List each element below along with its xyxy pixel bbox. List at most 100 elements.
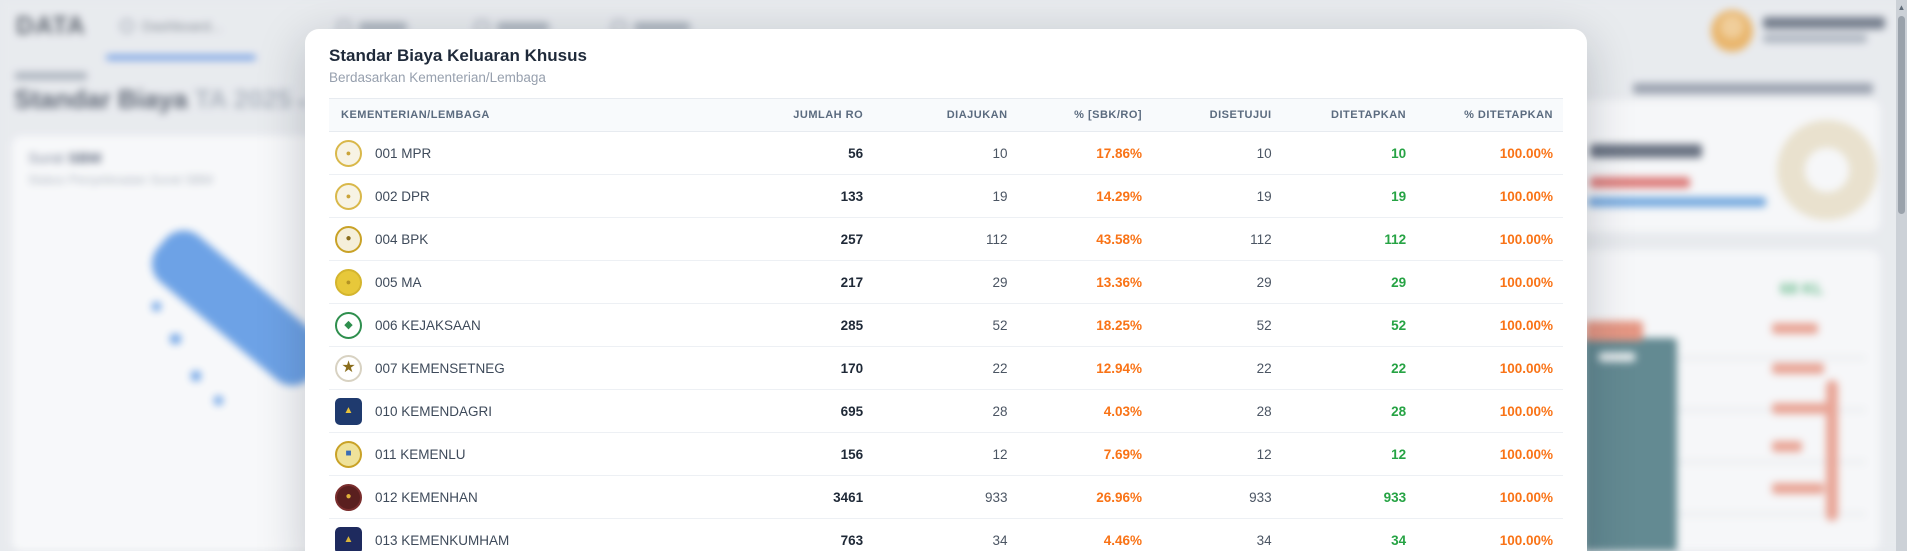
cell-kementerian: ◆ 006 KEJAKSAAN <box>329 303 749 347</box>
cell-pct-ditetapkan: 100.00% <box>1416 346 1563 390</box>
dashboard-icon <box>120 19 134 33</box>
column-header: DITETAPKAN <box>1281 98 1417 132</box>
table-row: ◆ 006 KEJAKSAAN 285 52 18.25% 52 52 100.… <box>329 303 1563 347</box>
cell-kementerian: ● 012 KEMENHAN <box>329 475 749 519</box>
column-header: DIAJUKAN <box>873 98 1018 132</box>
table-row: ● 004 BPK 257 112 43.58% 112 112 100.00% <box>329 217 1563 261</box>
cell-pct-ditetapkan: 100.00% <box>1416 475 1563 519</box>
chevron-down-icon[interactable]: ▾ <box>298 95 306 111</box>
cell-jumlah-ro: 695 <box>748 389 874 433</box>
cell-disetujui: 933 <box>1152 475 1282 519</box>
kl-logo-icon: ● <box>335 182 362 210</box>
cell-disetujui: 52 <box>1152 303 1282 347</box>
chart-gridline <box>1595 409 1865 411</box>
cell-ditetapkan: 22 <box>1281 346 1417 390</box>
nav-item-4-label <box>634 21 690 33</box>
active-tab-indicator <box>106 55 256 60</box>
nav-dashboard-label: Dashboard... <box>142 18 223 34</box>
table-row: ▲ 010 KEMENDAGRI 695 28 4.03% 28 28 100.… <box>329 389 1563 433</box>
cell-pct-sbk-ro: 4.46% <box>1017 518 1153 551</box>
cell-pct-ditetapkan: 100.00% <box>1416 174 1563 218</box>
surat-sbm-card-subtitle: Status Penyelesaian Surat SBM <box>28 172 213 187</box>
cell-kementerian: ● 004 BPK <box>329 217 749 261</box>
cell-diajukan: 52 <box>873 303 1018 347</box>
cell-pct-sbk-ro: 13.36% <box>1017 260 1153 304</box>
cell-kementerian: ● 005 MA <box>329 260 749 304</box>
chart-axis-label <box>1772 441 1802 452</box>
cell-kementerian: ● 002 DPR <box>329 174 749 218</box>
cell-ditetapkan: 12 <box>1281 432 1417 476</box>
donut-graphic <box>1777 120 1877 220</box>
kelengkapan-link-text[interactable] <box>1588 197 1766 207</box>
cell-diajukan: 12 <box>873 432 1018 476</box>
chart-bar <box>1583 338 1677 551</box>
page-scrollbar[interactable]: ▲ <box>1896 0 1907 551</box>
page-title: Standar Biaya TA 2025 ▾ <box>14 84 306 115</box>
chart-bar-label <box>1585 321 1643 341</box>
cell-pct-ditetapkan: 100.00% <box>1416 432 1563 476</box>
table-row: ▲ 013 KEMENKUMHAM 763 34 4.46% 34 34 100… <box>329 518 1563 551</box>
table-row: ● 005 MA 217 29 13.36% 29 29 100.00% <box>329 260 1563 304</box>
map-island-dot <box>170 334 181 344</box>
cell-pct-sbk-ro: 17.86% <box>1017 131 1153 175</box>
cell-kementerian: ■ 011 KEMENLU <box>329 432 749 476</box>
cell-diajukan: 22 <box>873 346 1018 390</box>
nav-item-3-label <box>497 21 549 33</box>
table-row: ● 012 KEMENHAN 3461 933 26.96% 933 933 1… <box>329 475 1563 519</box>
table-body: ● 001 MPR 56 10 17.86% 10 10 100.00% ● 0… <box>329 131 1563 551</box>
cell-ditetapkan: 28 <box>1281 389 1417 433</box>
kl-name: 013 KEMENKUMHAM <box>375 532 510 548</box>
card-title-bold: SBM <box>68 150 102 167</box>
chart-gridline <box>1595 357 1865 359</box>
kl-name: 010 KEMENDAGRI <box>375 403 493 419</box>
user-name-text <box>1763 17 1885 29</box>
cell-jumlah-ro: 3461 <box>748 475 874 519</box>
sbk-modal: Standar Biaya Keluaran Khusus Berdasarka… <box>305 29 1587 551</box>
cell-pct-sbk-ro: 7.69% <box>1017 432 1153 476</box>
cell-pct-ditetapkan: 100.00% <box>1416 260 1563 304</box>
scrollbar-thumb[interactable] <box>1898 16 1905 214</box>
cell-diajukan: 10 <box>873 131 1018 175</box>
cell-disetujui: 19 <box>1152 174 1282 218</box>
cell-ditetapkan: 34 <box>1281 518 1417 551</box>
scrollbar-up-arrow[interactable]: ▲ <box>1897 3 1906 12</box>
kl-logo-icon: ■ <box>335 440 362 468</box>
chart-bar-value <box>1598 352 1636 362</box>
cell-diajukan: 28 <box>873 389 1018 433</box>
cell-pct-sbk-ro: 12.94% <box>1017 346 1153 390</box>
kl-name: 001 MPR <box>375 145 432 161</box>
app-logo: DATA <box>16 12 86 40</box>
kl-name: 002 DPR <box>375 188 430 204</box>
cell-disetujui: 28 <box>1152 389 1282 433</box>
cell-pct-sbk-ro: 4.03% <box>1017 389 1153 433</box>
breadcrumb <box>15 72 87 80</box>
surat-sbm-card-title: Surat SBM <box>28 150 101 167</box>
sbk-table: KEMENTERIAN/LEMBAGA JUMLAH RO DIAJUKAN% [S… <box>329 98 1563 551</box>
cell-kementerian: ▲ 013 KEMENKUMHAM <box>329 518 749 551</box>
column-header: % [SBK/RO] <box>1017 98 1153 132</box>
chart-gridline <box>1595 513 1865 515</box>
cell-pct-sbk-ro: 14.29% <box>1017 174 1153 218</box>
cell-ditetapkan: 933 <box>1281 475 1417 519</box>
map-island-dot <box>191 371 201 381</box>
chart-axis-label <box>1772 403 1828 414</box>
cell-jumlah-ro: 285 <box>748 303 874 347</box>
kl-logo-icon: ● <box>335 483 362 511</box>
cell-diajukan: 29 <box>873 260 1018 304</box>
kl-count-badge: 68 KL <box>1780 281 1824 298</box>
cell-pct-ditetapkan: 100.00% <box>1416 303 1563 347</box>
modal-title: Standar Biaya Keluaran Khusus <box>329 46 587 65</box>
cell-disetujui: 12 <box>1152 432 1282 476</box>
chart-axis-label <box>1772 323 1818 334</box>
nav-item-dashboard[interactable]: Dashboard... <box>120 18 222 34</box>
cell-disetujui: 10 <box>1152 131 1282 175</box>
cell-diajukan: 112 <box>873 217 1018 261</box>
kl-logo-icon: ★ <box>335 354 362 382</box>
kl-logo-icon: ▲ <box>335 526 362 551</box>
user-avatar[interactable] <box>1711 10 1753 52</box>
table-row: ● 001 MPR 56 10 17.86% 10 10 100.00% <box>329 131 1563 175</box>
chart-gridline <box>1595 461 1865 463</box>
cell-pct-ditetapkan: 100.00% <box>1416 389 1563 433</box>
kl-name: 006 KEJAKSAAN <box>375 317 481 333</box>
